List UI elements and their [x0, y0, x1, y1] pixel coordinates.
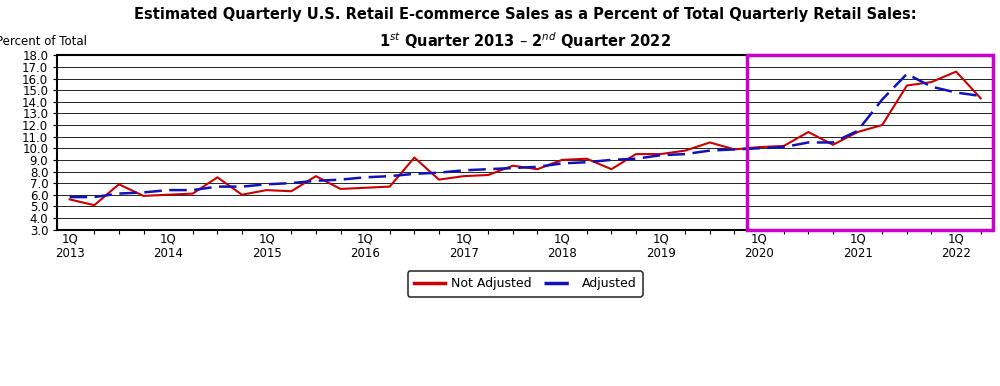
Bar [747, 55, 993, 230]
Title: Estimated Quarterly U.S. Retail E-commerce Sales as a Percent of Total Quarterly: Estimated Quarterly U.S. Retail E-commer… [134, 7, 916, 51]
Legend: Not Adjusted, Adjusted: Not Adjusted, Adjusted [408, 271, 643, 296]
Text: Percent of Total: Percent of Total [0, 36, 87, 48]
